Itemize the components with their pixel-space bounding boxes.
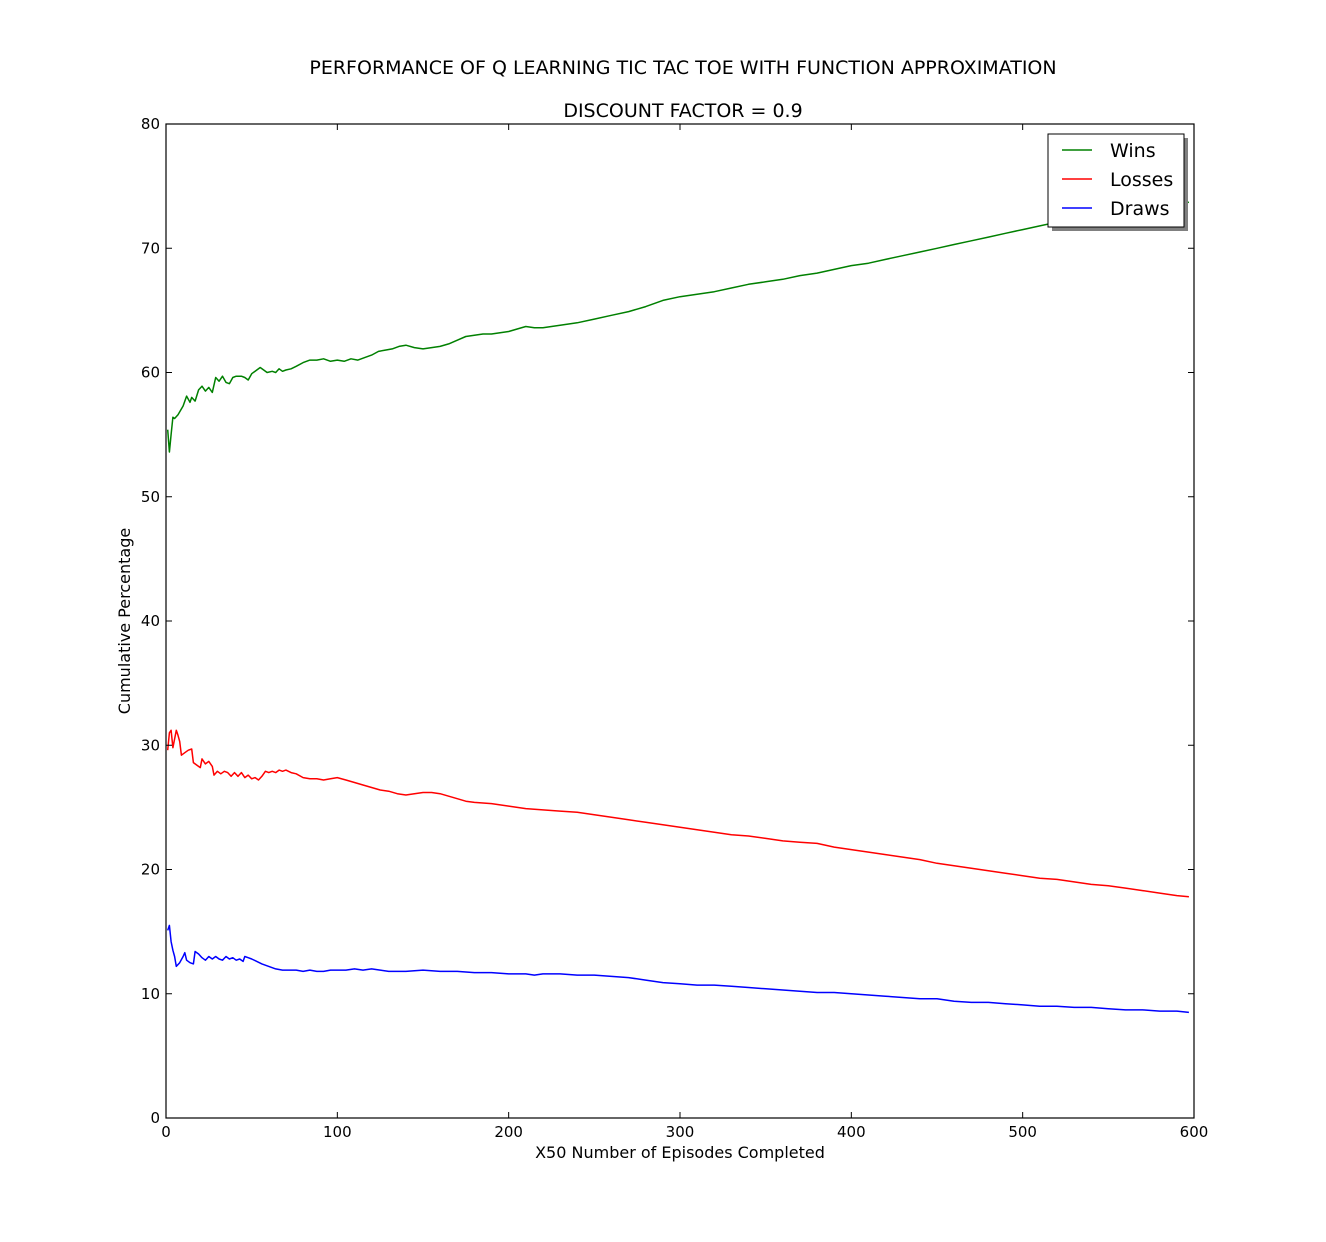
y-tick-label: 50 [141,488,160,506]
y-axis-label: Cumulative Percentage [115,528,134,714]
chart-subtitle: DISCOUNT FACTOR = 0.9 [563,100,802,122]
y-tick-label: 40 [141,612,160,630]
y-tick-label: 10 [141,985,160,1003]
plot-lines [166,201,1189,1014]
x-tick-label: 0 [161,1123,171,1141]
x-tick-label: 400 [837,1123,866,1141]
series-line-wins [166,201,1189,453]
y-tick-label: 60 [141,364,160,382]
x-tick-label: 200 [494,1123,523,1141]
y-tick-label: 70 [141,239,160,257]
legend-label-losses: Losses [1110,169,1173,191]
x-tick-label: 600 [1180,1123,1209,1141]
x-axis-ticks: 0 100 200 300 400 500 600 [161,124,1208,1141]
y-tick-label: 20 [141,861,160,879]
x-tick-label: 100 [323,1123,352,1141]
series-line-losses [166,729,1189,898]
chart-title: PERFORMANCE OF Q LEARNING TIC TAC TOE WI… [309,57,1056,79]
x-tick-label: 500 [1008,1123,1037,1141]
y-tick-label: 0 [150,1109,160,1127]
y-axis-ticks: 0 10 20 30 40 50 60 70 80 [141,115,1194,1127]
y-tick-label: 80 [141,115,160,133]
x-tick-label: 300 [666,1123,695,1141]
series-line-draws [166,924,1189,1014]
y-tick-label: 30 [141,736,160,754]
legend: Wins Losses Draws [1047,133,1188,231]
legend-label-draws: Draws [1110,198,1170,220]
x-axis-label: X50 Number of Episodes Completed [535,1143,825,1162]
legend-label-wins: Wins [1110,140,1156,162]
legend-entries: Wins Losses Draws [1062,140,1173,220]
